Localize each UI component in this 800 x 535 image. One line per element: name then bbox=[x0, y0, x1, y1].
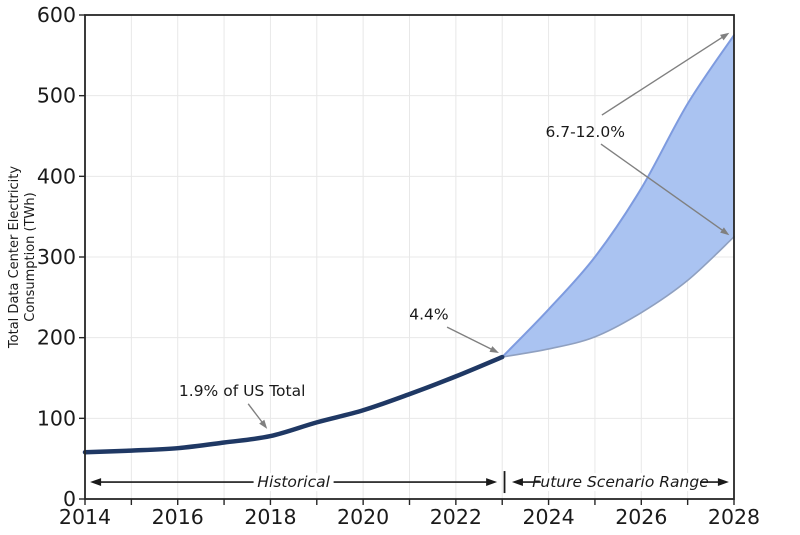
x-tick-label: 2014 bbox=[59, 505, 111, 529]
y-tick-label: 100 bbox=[37, 406, 76, 430]
future-range-lower-bound bbox=[501, 236, 735, 358]
arrow-line bbox=[601, 34, 726, 116]
y-axis-title: Consumption (TWh) bbox=[23, 192, 38, 321]
annotation-label: 1.9% of US Total bbox=[179, 382, 305, 400]
y-tick-label: 0 bbox=[63, 487, 76, 511]
future-range-upper-bound bbox=[501, 34, 735, 359]
x-tick-label: 2018 bbox=[244, 505, 296, 529]
range-label: Historical bbox=[257, 473, 330, 491]
annotation-label: 4.4% bbox=[409, 305, 448, 323]
arrow-line bbox=[247, 403, 265, 426]
x-tick-label: 2016 bbox=[152, 505, 204, 529]
arrow-head-icon bbox=[511, 478, 523, 487]
x-tick-label: 2028 bbox=[708, 505, 760, 529]
y-tick-label: 600 bbox=[37, 3, 76, 27]
x-tick-label: 2026 bbox=[615, 505, 667, 529]
annotation-label: 6.7-12.0% bbox=[545, 123, 624, 141]
y-tick-label: 500 bbox=[37, 84, 76, 108]
arrow-head-icon bbox=[90, 478, 102, 487]
y-axis-title: Total Data Center Electricity bbox=[7, 166, 22, 349]
range-label-mask bbox=[540, 473, 701, 492]
arrow-head-icon bbox=[720, 32, 730, 41]
y-tick-label: 200 bbox=[37, 326, 76, 350]
range-label-mask bbox=[253, 473, 334, 492]
x-tick-label: 2022 bbox=[430, 505, 482, 529]
historical-line-layer bbox=[82, 354, 505, 455]
axes-layer: 2014 2016 2018 2020 2022 2024 2026 2028 0 100 200 3… bbox=[7, 3, 760, 529]
x-tick-label: 2020 bbox=[337, 505, 389, 529]
historical-line bbox=[82, 354, 505, 455]
y-tick-label: 300 bbox=[37, 245, 76, 269]
range-arrows-layer: Historical Future Scenario Range bbox=[90, 471, 729, 494]
arrow-head-icon bbox=[717, 478, 729, 487]
arrow-head-icon bbox=[259, 419, 268, 429]
range-label: Future Scenario Range bbox=[532, 473, 709, 491]
future-range-area bbox=[502, 35, 734, 358]
arrow-head-icon bbox=[720, 227, 730, 236]
arrow-head-icon bbox=[489, 346, 499, 353]
arrow-line bbox=[446, 326, 495, 352]
arrow-line bbox=[600, 143, 726, 233]
future-range-layer bbox=[501, 34, 735, 359]
annotation-layer: 1.9% of US Total 4.4% 6.7-12.0% bbox=[179, 32, 730, 429]
x-tick-label: 2024 bbox=[522, 505, 574, 529]
y-tick-label: 400 bbox=[37, 164, 76, 188]
arrow-head-icon bbox=[486, 478, 498, 487]
